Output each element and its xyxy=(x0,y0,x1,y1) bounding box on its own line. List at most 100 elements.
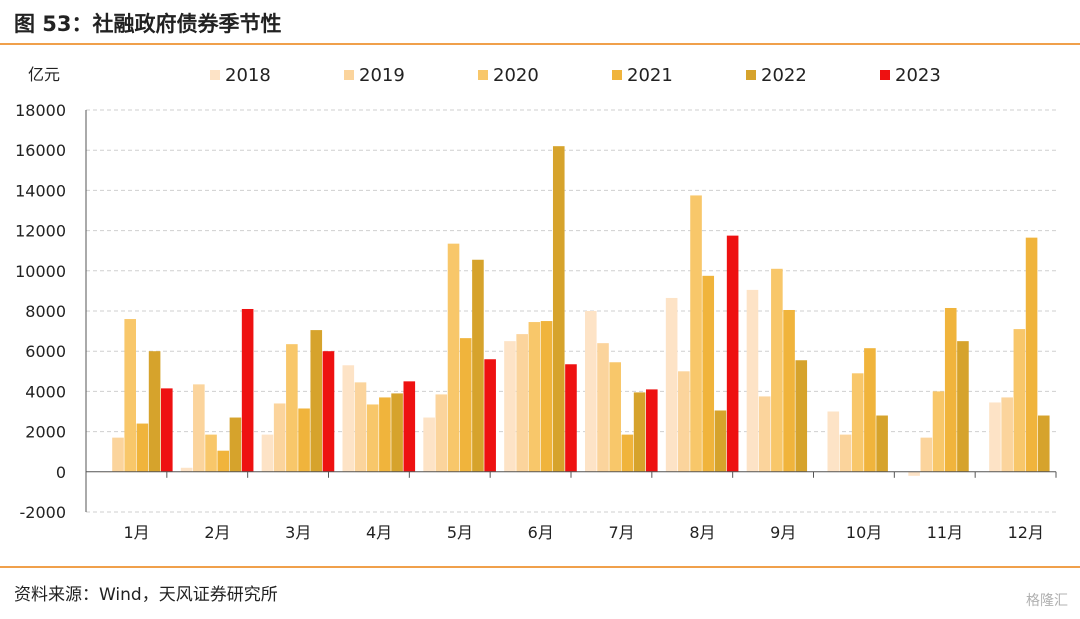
bar-2018-8 xyxy=(665,297,678,472)
bar-2021-6 xyxy=(540,321,553,472)
bar-2023-4 xyxy=(403,381,416,472)
bar-2019-2 xyxy=(193,384,205,472)
y-tick-label: 6000 xyxy=(25,342,66,361)
x-tick-label: 12月 xyxy=(1008,523,1044,542)
y-axis-unit-label: 亿元 xyxy=(28,65,60,84)
bar-2020-12 xyxy=(1013,329,1026,472)
top-rule xyxy=(0,43,1080,45)
legend-label-2019: 2019 xyxy=(359,65,405,86)
bar-2022-1 xyxy=(148,351,161,472)
bar-chart: 2018 2019 2020 2021 2022 2023 亿元 -2000 0 2000 40… xyxy=(15,65,1057,542)
bar-2018-2 xyxy=(180,467,193,472)
legend-label-2022: 2022 xyxy=(761,65,807,86)
bar-2019-5 xyxy=(435,394,448,472)
bar-2020-8 xyxy=(690,195,702,472)
y-tick-label: 0 xyxy=(56,463,66,482)
bar-2019-10 xyxy=(839,434,852,472)
bottom-rule xyxy=(0,566,1080,568)
bar-2018-11 xyxy=(908,471,920,476)
y-tick-label: 4000 xyxy=(25,382,66,401)
x-tick-label: 7月 xyxy=(609,523,635,542)
bar-2022-3 xyxy=(310,330,323,472)
axes xyxy=(85,110,1057,512)
bar-2022-12 xyxy=(1037,415,1050,472)
y-tick-label: 16000 xyxy=(15,141,66,160)
watermark-logo: 格隆汇 xyxy=(1026,593,1068,609)
bar-2022-5 xyxy=(472,259,484,472)
x-axis-ticks: 1月 2月 3月 4月 5月 6月 7月 8月 9月 10月 11月 12月 xyxy=(124,523,1044,542)
bar-2019-1 xyxy=(112,437,124,472)
bar-2020-5 xyxy=(447,243,460,472)
y-tick-label: 18000 xyxy=(15,101,66,120)
x-tick-label: 11月 xyxy=(927,523,963,542)
bar-2018-4 xyxy=(342,365,355,472)
bar-2023-2 xyxy=(241,308,254,472)
bar-2022-6 xyxy=(552,146,565,472)
y-tick-label: 8000 xyxy=(25,302,66,321)
bar-2021-2 xyxy=(217,450,230,472)
bar-2018-10 xyxy=(827,411,840,472)
bar-2020-10 xyxy=(851,373,864,472)
bar-2020-3 xyxy=(286,344,298,472)
bar-2021-12 xyxy=(1025,237,1038,472)
bar-2022-2 xyxy=(229,417,242,472)
bar-2023-1 xyxy=(161,388,173,472)
bar-2021-11 xyxy=(944,307,957,472)
bar-2022-11 xyxy=(957,341,969,472)
legend-swatch-2020 xyxy=(478,70,488,80)
bar-2020-6 xyxy=(528,322,541,472)
bar-2023-3 xyxy=(322,351,335,472)
bar-2018-9 xyxy=(746,289,759,472)
x-tick-label: 1月 xyxy=(124,523,150,542)
bar-2019-6 xyxy=(516,334,528,472)
bar-2019-4 xyxy=(354,382,367,472)
chart-legend: 2018 2019 2020 2021 2022 2023 xyxy=(210,65,941,86)
y-tick-label: 14000 xyxy=(15,181,66,200)
bar-2020-11 xyxy=(932,391,945,472)
x-tick-label: 10月 xyxy=(846,523,882,542)
y-tick-label: 10000 xyxy=(15,262,66,281)
bars xyxy=(100,146,1050,476)
x-tick-label: 8月 xyxy=(689,523,715,542)
bar-2022-8 xyxy=(714,410,727,472)
bar-2021-8 xyxy=(702,275,715,472)
bar-2022-7 xyxy=(633,392,646,472)
bar-2022-9 xyxy=(795,360,808,472)
x-tick-label: 5月 xyxy=(447,523,473,542)
x-tick-label: 9月 xyxy=(770,523,796,542)
bar-2019-7 xyxy=(597,343,609,472)
bar-2023-6 xyxy=(565,364,577,472)
y-tick-label: -2000 xyxy=(20,503,67,522)
bar-2018-3 xyxy=(261,434,274,472)
legend-swatch-2023 xyxy=(880,70,890,80)
bar-2021-3 xyxy=(298,408,310,472)
legend-swatch-2019 xyxy=(344,70,354,80)
bar-2019-12 xyxy=(1001,397,1013,472)
bar-2019-11 xyxy=(920,437,933,472)
bar-2020-2 xyxy=(205,434,217,472)
bar-2020-9 xyxy=(771,268,783,472)
y-tick-label: 12000 xyxy=(15,222,66,241)
bar-2023-5 xyxy=(484,359,496,472)
bar-2022-10 xyxy=(876,415,888,472)
x-tick-label: 3月 xyxy=(285,523,311,542)
legend-swatch-2021 xyxy=(612,70,622,80)
source-note: 资料来源：Wind，天风证券研究所 xyxy=(14,585,278,605)
bar-2023-8 xyxy=(726,235,739,472)
x-tick-label: 2月 xyxy=(204,523,230,542)
bar-2021-7 xyxy=(621,434,634,472)
bar-2020-1 xyxy=(124,319,136,472)
bar-2020-4 xyxy=(366,404,379,472)
legend-swatch-2018 xyxy=(210,70,220,80)
bar-2019-8 xyxy=(678,371,690,472)
bar-2018-7 xyxy=(585,311,597,472)
bar-2018-12 xyxy=(989,402,1001,472)
legend-label-2021: 2021 xyxy=(627,65,673,86)
bar-2018-6 xyxy=(504,341,516,472)
x-tick-label: 6月 xyxy=(528,523,554,542)
bar-2018-5 xyxy=(423,417,435,472)
bar-2021-5 xyxy=(459,338,472,472)
y-axis-ticks: -2000 0 2000 4000 6000 8000 10000 12000 14000 160… xyxy=(15,101,66,522)
legend-label-2020: 2020 xyxy=(493,65,539,86)
bar-2021-10 xyxy=(864,348,876,472)
